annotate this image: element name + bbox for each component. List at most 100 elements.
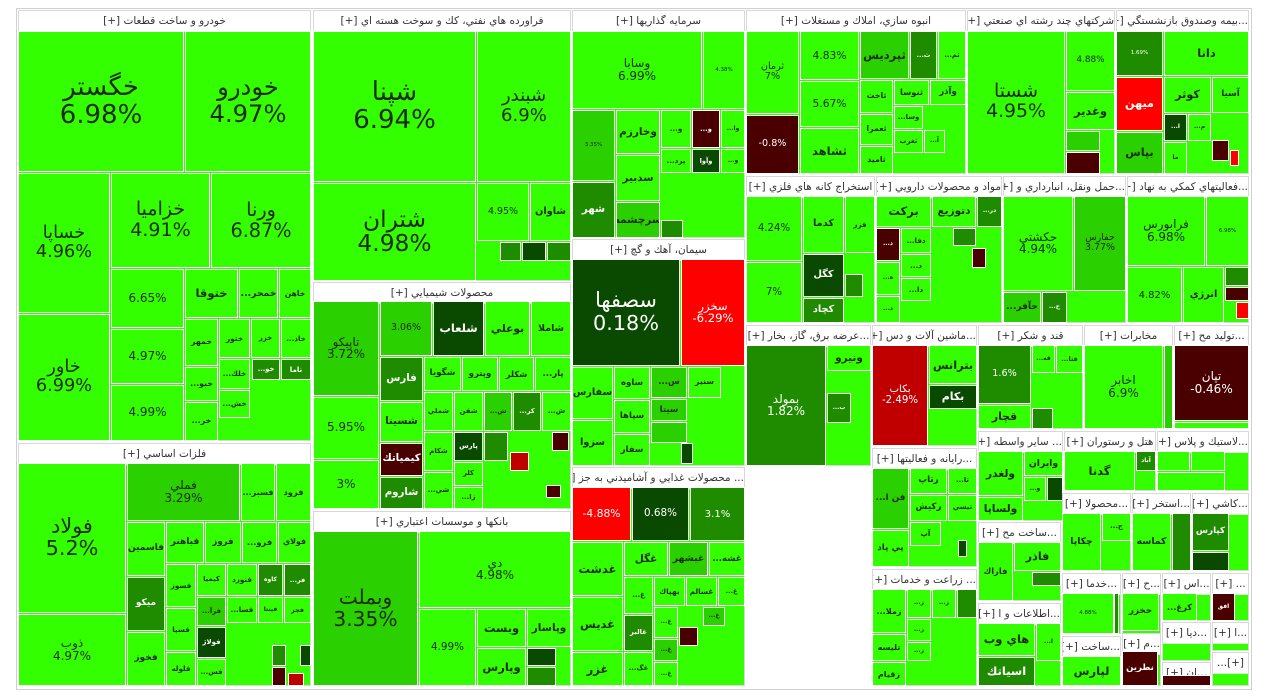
stock-tile[interactable]: سصفها 0.18%: [572, 259, 680, 366]
stock-tile[interactable]: سنير: [688, 367, 721, 398]
sector-header[interactable]: ...خدما [+]: [1063, 574, 1120, 595]
stock-tile[interactable]: د...: [876, 228, 900, 261]
stock-tile[interactable]: 3.06%: [380, 301, 432, 356]
stock-tile[interactable]: [527, 667, 556, 686]
stock-tile[interactable]: [972, 248, 986, 268]
stock-tile[interactable]: قچار: [978, 405, 1031, 429]
sector-header[interactable]: مواد و محصولات دارويي [+]: [877, 177, 1001, 198]
sector-header[interactable]: انبوه سازي، املاك و مستغلات [+]: [747, 11, 965, 32]
stock-tile[interactable]: [510, 452, 529, 471]
stock-tile[interactable]: گدنا: [1064, 451, 1135, 491]
stock-tile[interactable]: 0.68%: [632, 487, 689, 541]
stock-tile[interactable]: كماسه: [1132, 513, 1171, 571]
stock-tile[interactable]: اخابر 6.9%: [1084, 345, 1163, 429]
stock-tile[interactable]: [679, 627, 698, 646]
stock-tile[interactable]: فزر: [845, 196, 875, 253]
stock-tile[interactable]: افق: [1212, 593, 1235, 621]
stock-tile[interactable]: و...: [721, 149, 745, 173]
stock-tile[interactable]: [522, 242, 546, 261]
stock-tile[interactable]: فلوله: [166, 652, 196, 686]
stock-tile[interactable]: فروز: [205, 522, 241, 563]
stock-tile[interactable]: [1047, 477, 1063, 501]
stock-tile[interactable]: 6.98%: [1206, 196, 1249, 266]
stock-tile[interactable]: [527, 648, 556, 666]
stock-tile[interactable]: تاپيكو 3.72%: [313, 301, 379, 396]
stock-tile[interactable]: سخزر -6.29%: [681, 259, 745, 366]
stock-tile[interactable]: تا...: [948, 468, 977, 494]
stock-tile[interactable]: فباهنر: [166, 522, 204, 563]
stock-tile[interactable]: غبشهر: [669, 542, 708, 576]
stock-tile[interactable]: شكلر: [499, 357, 534, 391]
stock-tile[interactable]: فن ا...: [872, 468, 909, 529]
stock-tile[interactable]: بهپاك: [654, 577, 685, 606]
stock-tile[interactable]: [661, 220, 683, 238]
stock-tile[interactable]: شي...: [424, 472, 453, 509]
stock-tile[interactable]: بترانس: [929, 345, 977, 384]
stock-tile[interactable]: سدبير: [616, 155, 660, 201]
sector-header[interactable]: [+]...: [1213, 653, 1248, 674]
stock-tile[interactable]: حفارس 3.77%: [1074, 196, 1126, 291]
stock-tile[interactable]: فولاي: [278, 522, 311, 563]
stock-tile[interactable]: فخوز: [127, 632, 165, 686]
stock-tile[interactable]: ه...: [876, 262, 900, 295]
stock-tile[interactable]: ختور: [219, 319, 250, 358]
stock-tile[interactable]: كپارس: [1192, 513, 1229, 551]
stock-tile[interactable]: خبو...: [185, 367, 218, 401]
stock-tile[interactable]: حآفر...: [1003, 292, 1041, 323]
stock-tile[interactable]: غ...: [654, 607, 678, 638]
sector-header[interactable]: ...ا [+]: [1213, 623, 1248, 644]
stock-tile[interactable]: 4.88%: [1066, 31, 1115, 91]
stock-tile[interactable]: خزاميا 4.91%: [111, 173, 210, 268]
stock-tile[interactable]: آباد: [1136, 451, 1156, 471]
stock-tile[interactable]: [1174, 422, 1249, 429]
stock-tile[interactable]: [1032, 572, 1061, 586]
stock-tile[interactable]: وبست: [477, 609, 526, 647]
stock-tile[interactable]: خش...: [219, 390, 250, 418]
stock-tile[interactable]: آپ: [910, 522, 941, 546]
stock-tile[interactable]: شتران 4.98%: [313, 183, 476, 281]
stock-tile[interactable]: سزوا: [572, 420, 613, 466]
stock-tile[interactable]: سفار: [614, 434, 650, 466]
stock-tile[interactable]: شكام: [424, 432, 453, 471]
stock-tile[interactable]: [1225, 287, 1249, 301]
stock-tile[interactable]: 4.88%: [1062, 593, 1114, 634]
stock-tile[interactable]: حخزر: [1122, 593, 1159, 631]
sector-header[interactable]: ... ساير واسطه [+]: [979, 432, 1062, 453]
stock-tile[interactable]: فسپا: [166, 608, 196, 651]
sector-header[interactable]: مخابرات [+]: [1085, 326, 1172, 347]
stock-tile[interactable]: [1212, 140, 1229, 161]
stock-tile[interactable]: قه...: [1032, 345, 1055, 373]
stock-tile[interactable]: ثپرديس: [860, 31, 909, 79]
sector-header[interactable]: هتل و رستوران [+]: [1065, 432, 1155, 453]
stock-tile[interactable]: دتوزيع: [932, 196, 976, 227]
stock-tile[interactable]: ز...: [907, 642, 931, 661]
stock-tile[interactable]: فسوز: [166, 564, 196, 607]
stock-tile[interactable]: بكاب -2.49%: [872, 345, 928, 446]
stock-tile[interactable]: شبندر 6.9%: [477, 31, 571, 182]
sector-header[interactable]: قند و شكر [+]: [979, 326, 1082, 347]
sector-header[interactable]: ...ديا [+]: [1163, 623, 1210, 644]
stock-tile[interactable]: ساوه: [614, 367, 650, 399]
stock-tile[interactable]: خمهر: [185, 319, 218, 366]
stock-tile[interactable]: ما: [1164, 142, 1187, 174]
sector-header[interactable]: ...اس [+]: [1163, 574, 1210, 595]
stock-tile[interactable]: ح...: [1042, 292, 1067, 323]
stock-tile[interactable]: شپنا 6.94%: [313, 31, 476, 182]
stock-tile[interactable]: زا...: [454, 487, 483, 509]
stock-tile[interactable]: خودرو 4.97%: [185, 31, 311, 172]
stock-tile[interactable]: چكاپا: [1062, 513, 1101, 571]
stock-tile[interactable]: فملي 3.29%: [127, 463, 240, 521]
stock-tile[interactable]: غگ...: [624, 652, 653, 686]
stock-tile[interactable]: ولغدر: [978, 451, 1023, 496]
sector-header[interactable]: ... زراعت و خدمات [+]: [873, 570, 976, 591]
stock-tile[interactable]: 4.99%: [419, 609, 476, 686]
stock-tile[interactable]: وپاسار: [527, 609, 571, 647]
stock-tile[interactable]: شهر: [572, 182, 615, 238]
stock-tile[interactable]: -0.8%: [746, 115, 799, 174]
stock-tile[interactable]: [953, 228, 976, 246]
stock-tile[interactable]: شملي: [424, 392, 453, 431]
stock-tile[interactable]: [1157, 451, 1190, 471]
stock-tile[interactable]: كيمياتك: [380, 443, 423, 476]
stock-tile[interactable]: كرغ...: [1162, 593, 1197, 621]
stock-tile[interactable]: ش...: [484, 392, 512, 431]
